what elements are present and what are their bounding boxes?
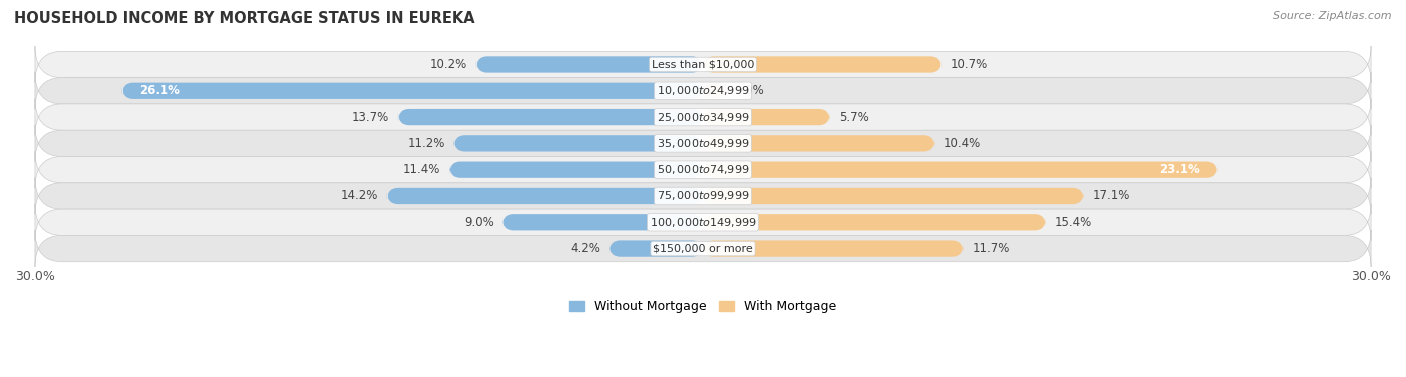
FancyBboxPatch shape — [35, 46, 1371, 83]
FancyBboxPatch shape — [703, 135, 935, 152]
Text: $50,000 to $74,999: $50,000 to $74,999 — [657, 163, 749, 176]
Text: $100,000 to $149,999: $100,000 to $149,999 — [650, 216, 756, 229]
Text: 4.2%: 4.2% — [571, 242, 600, 255]
FancyBboxPatch shape — [35, 178, 1371, 215]
FancyBboxPatch shape — [35, 72, 1371, 109]
Text: 10.2%: 10.2% — [430, 58, 467, 71]
Text: $35,000 to $49,999: $35,000 to $49,999 — [657, 137, 749, 150]
Text: 23.1%: 23.1% — [1159, 163, 1199, 176]
FancyBboxPatch shape — [122, 83, 703, 99]
FancyBboxPatch shape — [35, 230, 1371, 267]
Text: 26.1%: 26.1% — [139, 84, 180, 97]
FancyBboxPatch shape — [502, 214, 703, 230]
Legend: Without Mortgage, With Mortgage: Without Mortgage, With Mortgage — [564, 296, 842, 319]
Text: 14.2%: 14.2% — [340, 190, 378, 202]
Text: 10.7%: 10.7% — [950, 58, 987, 71]
Text: 15.4%: 15.4% — [1054, 216, 1092, 229]
FancyBboxPatch shape — [398, 109, 703, 125]
FancyBboxPatch shape — [703, 214, 1046, 230]
FancyBboxPatch shape — [387, 188, 703, 204]
FancyBboxPatch shape — [35, 125, 1371, 162]
FancyBboxPatch shape — [703, 241, 963, 257]
Text: $75,000 to $99,999: $75,000 to $99,999 — [657, 190, 749, 202]
Text: 13.7%: 13.7% — [352, 110, 389, 124]
FancyBboxPatch shape — [35, 151, 1371, 188]
FancyBboxPatch shape — [703, 188, 1084, 204]
Text: 17.1%: 17.1% — [1092, 190, 1130, 202]
Text: $25,000 to $34,999: $25,000 to $34,999 — [657, 110, 749, 124]
FancyBboxPatch shape — [454, 135, 703, 152]
FancyBboxPatch shape — [703, 83, 725, 99]
FancyBboxPatch shape — [35, 204, 1371, 241]
FancyBboxPatch shape — [35, 99, 1371, 135]
FancyBboxPatch shape — [449, 161, 703, 178]
FancyBboxPatch shape — [703, 56, 941, 73]
FancyBboxPatch shape — [703, 161, 1218, 178]
Text: $150,000 or more: $150,000 or more — [654, 244, 752, 254]
Text: $10,000 to $24,999: $10,000 to $24,999 — [657, 84, 749, 97]
FancyBboxPatch shape — [703, 109, 830, 125]
Text: 11.2%: 11.2% — [408, 137, 444, 150]
Text: 10.4%: 10.4% — [943, 137, 981, 150]
Text: 9.0%: 9.0% — [464, 216, 494, 229]
Text: 11.7%: 11.7% — [973, 242, 1010, 255]
Text: 11.4%: 11.4% — [404, 163, 440, 176]
Text: Source: ZipAtlas.com: Source: ZipAtlas.com — [1274, 11, 1392, 21]
Text: 1.0%: 1.0% — [734, 84, 763, 97]
FancyBboxPatch shape — [475, 56, 703, 73]
Text: HOUSEHOLD INCOME BY MORTGAGE STATUS IN EUREKA: HOUSEHOLD INCOME BY MORTGAGE STATUS IN E… — [14, 11, 475, 26]
FancyBboxPatch shape — [609, 241, 703, 257]
Text: 5.7%: 5.7% — [839, 110, 869, 124]
Text: Less than $10,000: Less than $10,000 — [652, 60, 754, 69]
